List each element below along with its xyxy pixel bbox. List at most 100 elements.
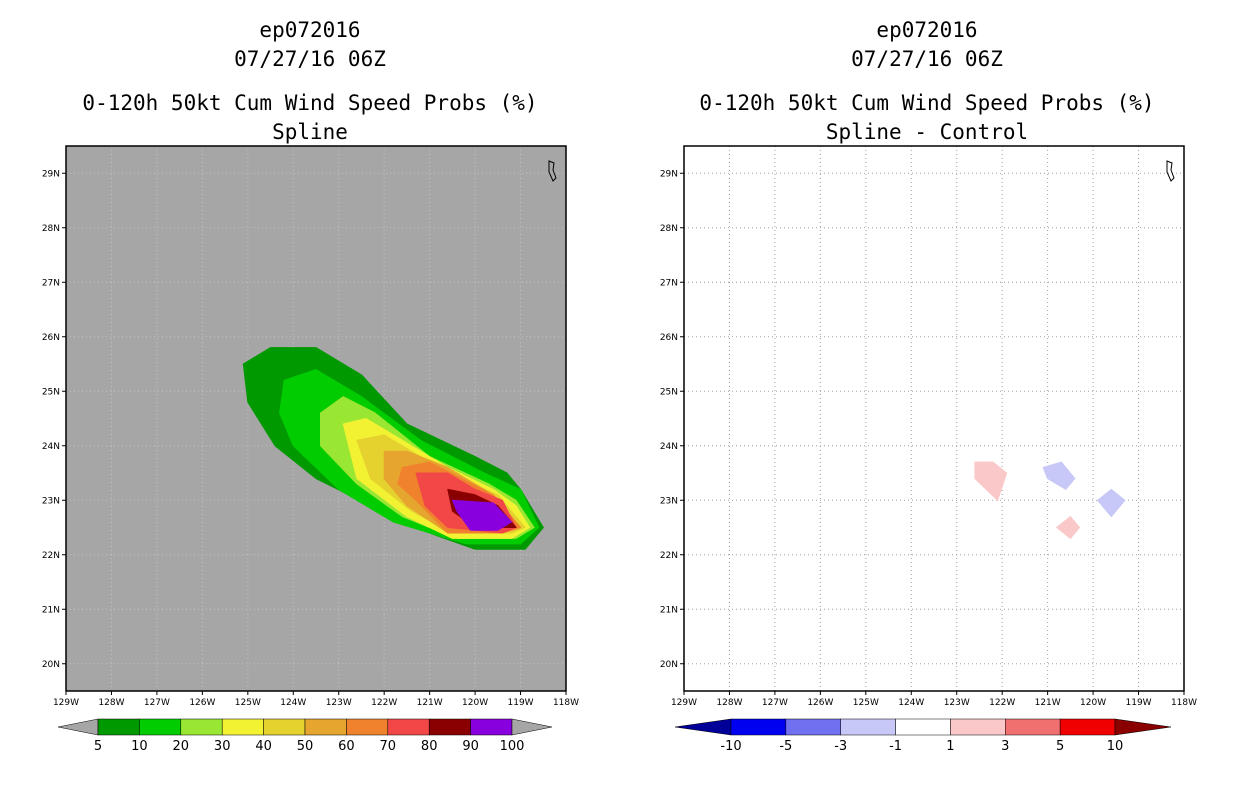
right-xtick-label: 125W bbox=[853, 698, 879, 708]
left-colorbar-label: 30 bbox=[214, 739, 231, 754]
left-xtick-label: 126W bbox=[189, 698, 215, 708]
right-colorbar-box-5 bbox=[1005, 718, 1061, 736]
left-plot-frame bbox=[65, 145, 567, 692]
right-colorbar-label: -1 bbox=[889, 739, 902, 754]
left-xtick-label: 129W bbox=[53, 698, 79, 708]
left-colorbar-label: 5 bbox=[94, 739, 102, 754]
left-ytick-label: 23N bbox=[42, 496, 60, 506]
right-colorbar-label: 3 bbox=[1001, 739, 1009, 754]
left-colorbar-box-2 bbox=[180, 718, 223, 736]
right-ytick-label: 29N bbox=[660, 169, 678, 179]
right-colorbar-label: 5 bbox=[1056, 739, 1064, 754]
right-xtick-label: 129W bbox=[671, 698, 697, 708]
right-datetime: 07/27/16 06Z bbox=[851, 47, 1003, 71]
left-ytick-label: 24N bbox=[42, 442, 60, 452]
left-colorbar-label: 100 bbox=[500, 739, 525, 754]
left-ytick-label: 20N bbox=[42, 660, 60, 670]
left-product-title: 0-120h 50kt Cum Wind Speed Probs (%) bbox=[82, 91, 538, 115]
left-colorbar-label: 10 bbox=[131, 739, 148, 754]
right-xtick-label: 126W bbox=[807, 698, 833, 708]
right-colorbar-label: -10 bbox=[720, 739, 741, 754]
left-colorbar-box-4 bbox=[263, 718, 306, 736]
left-colorbar-label: 60 bbox=[338, 739, 355, 754]
right-xtick-label: 120W bbox=[1080, 698, 1106, 708]
left-xtick-label: 124W bbox=[280, 698, 306, 708]
left-colorbar-label: 80 bbox=[421, 739, 438, 754]
right-colorbar-label: 1 bbox=[946, 739, 954, 754]
left-ytick-label: 25N bbox=[42, 387, 60, 397]
left-xtick-label: 125W bbox=[235, 698, 261, 708]
right-subtitle: Spline - Control bbox=[825, 120, 1029, 144]
left-colorbar-box-8 bbox=[428, 718, 471, 736]
right-xtick-label: 122W bbox=[989, 698, 1015, 708]
right-colorbar-label: -3 bbox=[834, 739, 847, 754]
left-xtick-label: 120W bbox=[462, 698, 488, 708]
right-colorbar-box-4 bbox=[950, 718, 1006, 736]
left-xtick-label: 127W bbox=[144, 698, 170, 708]
right-colorbar-box-3 bbox=[895, 718, 951, 736]
left-colorbar-box-3 bbox=[221, 718, 264, 736]
right-ytick-label: 21N bbox=[660, 605, 678, 615]
left-ytick-label: 27N bbox=[42, 278, 60, 288]
right-ytick-label: 26N bbox=[660, 333, 678, 343]
left-coastline-island bbox=[548, 160, 557, 182]
right-plot-background bbox=[684, 146, 1184, 691]
left-ytick-label: 22N bbox=[42, 551, 60, 561]
left-xtick-label: 122W bbox=[371, 698, 397, 708]
right-colorbar-under-arrow bbox=[674, 718, 732, 736]
diff-region-1 bbox=[1042, 461, 1076, 491]
left-colorbar-box-5 bbox=[304, 718, 347, 736]
diff-region-2 bbox=[1096, 488, 1126, 518]
left-colorbar-box-6 bbox=[346, 718, 389, 736]
left-colorbar-box-0 bbox=[97, 718, 140, 736]
left-colorbar-box-9 bbox=[470, 718, 513, 736]
left-xtick-label: 128W bbox=[98, 698, 124, 708]
left-xtick-label: 121W bbox=[417, 698, 443, 708]
left-ytick-label: 28N bbox=[42, 224, 60, 234]
left-colorbar-label: 70 bbox=[380, 739, 397, 754]
prob-contour-90 bbox=[451, 499, 512, 531]
right-storm-id: ep072016 bbox=[876, 18, 978, 42]
right-ytick-label: 22N bbox=[660, 551, 678, 561]
right-ytick-label: 23N bbox=[660, 496, 678, 506]
right-xtick-label: 119W bbox=[1126, 698, 1152, 708]
right-colorbar-box-2 bbox=[840, 718, 896, 736]
left-colorbar-label: 20 bbox=[173, 739, 190, 754]
right-colorbar-label: -5 bbox=[779, 739, 792, 754]
left-subtitle: Spline bbox=[272, 120, 348, 144]
left-xtick-label: 119W bbox=[508, 698, 534, 708]
right-xtick-label: 124W bbox=[898, 698, 924, 708]
right-xtick-label: 123W bbox=[944, 698, 970, 708]
right-product-title: 0-120h 50kt Cum Wind Speed Probs (%) bbox=[699, 91, 1155, 115]
left-colorbar-box-1 bbox=[139, 718, 182, 736]
right-coastline-island bbox=[1166, 160, 1175, 182]
right-xtick-label: 128W bbox=[716, 698, 742, 708]
left-colorbar-over-arrow bbox=[511, 718, 553, 736]
right-plot-frame bbox=[683, 145, 1185, 692]
right-ytick-label: 24N bbox=[660, 442, 678, 452]
right-ytick-label: 25N bbox=[660, 387, 678, 397]
left-colorbar-box-7 bbox=[387, 718, 430, 736]
left-datetime: 07/27/16 06Z bbox=[234, 47, 386, 71]
left-xtick-label: 118W bbox=[553, 698, 579, 708]
left-xtick-label: 123W bbox=[326, 698, 352, 708]
left-colorbar-label: 90 bbox=[462, 739, 479, 754]
right-xtick-label: 118W bbox=[1171, 698, 1197, 708]
left-colorbar-label: 50 bbox=[297, 739, 314, 754]
right-colorbar-box-0 bbox=[730, 718, 787, 736]
right-xtick-label: 121W bbox=[1035, 698, 1061, 708]
right-ytick-label: 28N bbox=[660, 224, 678, 234]
right-colorbar-label: 10 bbox=[1107, 739, 1124, 754]
right-colorbar-over-arrow bbox=[1114, 718, 1172, 736]
left-storm-id: ep072016 bbox=[259, 18, 361, 42]
left-colorbar-under-arrow bbox=[57, 718, 99, 736]
diff-region-3 bbox=[1055, 515, 1081, 540]
left-ytick-label: 26N bbox=[42, 333, 60, 343]
right-ytick-label: 27N bbox=[660, 278, 678, 288]
diff-region-0 bbox=[974, 461, 1008, 502]
right-colorbar-box-1 bbox=[785, 718, 841, 736]
right-xtick-label: 127W bbox=[762, 698, 788, 708]
left-ytick-label: 21N bbox=[42, 605, 60, 615]
right-ytick-label: 20N bbox=[660, 660, 678, 670]
